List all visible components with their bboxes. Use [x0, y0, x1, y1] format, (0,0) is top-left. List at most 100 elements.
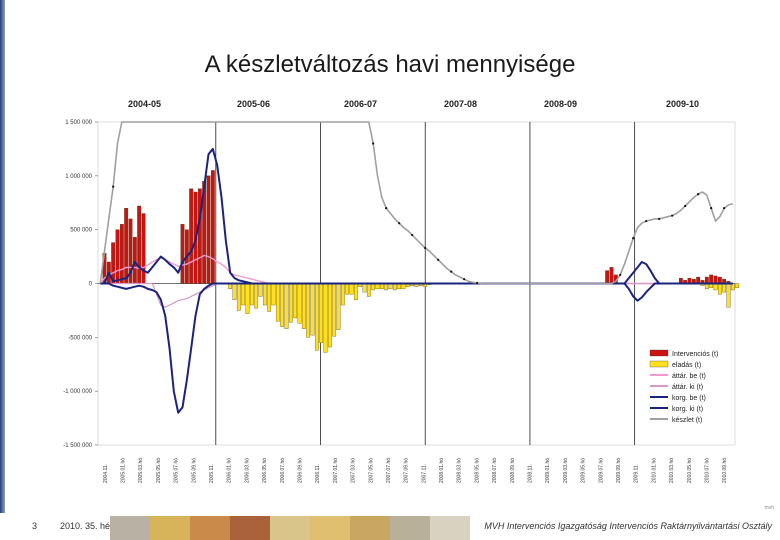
slide-edge-bar — [0, 0, 5, 540]
x-tick-label: 2008.11. — [528, 464, 534, 483]
sale-bar — [722, 283, 727, 293]
x-tick-label: 2005.09.hó — [191, 458, 197, 483]
intake-bar — [132, 237, 137, 284]
sale-bar — [271, 283, 276, 306]
x-tick-label: 2004.11. — [103, 464, 109, 483]
stock-point — [632, 237, 635, 240]
intake-bar — [206, 175, 211, 284]
legend-label: Intervenciós (t) — [672, 351, 718, 358]
x-tick-label: 2005.11. — [209, 464, 215, 483]
x-tick-label: 2009.03.hó — [563, 458, 569, 483]
y-tick-label: -500 000 — [68, 335, 92, 341]
x-tick-label: 2010.03.hó — [669, 458, 675, 483]
sale-bar — [327, 283, 332, 348]
sale-bar — [366, 283, 371, 297]
intake-bar — [197, 188, 202, 284]
y-tick-label: -1 000 000 — [63, 389, 92, 395]
sale-bar — [245, 283, 250, 314]
period-label: 2004-05 — [128, 99, 162, 109]
y-tick-label: 500 000 — [70, 228, 92, 234]
intake-bar — [210, 170, 215, 284]
x-tick-label: 2007.11. — [421, 464, 427, 483]
x-tick-label: 2005.07.hó — [174, 458, 180, 483]
sale-bar — [349, 283, 354, 295]
sale-bar — [362, 283, 367, 293]
intake-bar — [609, 267, 614, 284]
stock-point — [723, 207, 726, 210]
sale-bar — [314, 283, 319, 351]
x-tick-label: 2006.11. — [315, 464, 321, 483]
x-tick-label: 2008.09.hó — [510, 458, 516, 483]
x-tick-label: 2007.03.hó — [351, 458, 357, 483]
trade-out-line — [100, 282, 733, 414]
sale-bar — [717, 283, 722, 295]
y-tick-label: 1 000 000 — [65, 174, 92, 180]
sale-bar — [249, 283, 254, 306]
sale-bar — [730, 283, 735, 291]
intake-bar — [713, 275, 718, 284]
intake-bar — [605, 270, 610, 284]
grain-photo-strip — [110, 516, 470, 540]
sale-bar — [306, 283, 311, 338]
legend-label: áttár. ki (t) — [672, 384, 703, 391]
sale-bar — [735, 283, 740, 288]
x-tick-label: 2005.01.hó — [121, 458, 127, 483]
stock-point — [372, 142, 375, 145]
x-tick-label: 2009.11. — [634, 464, 640, 483]
stock-point — [658, 217, 661, 220]
intake-bar — [137, 205, 142, 284]
sale-bar — [726, 283, 731, 308]
stock-point — [424, 246, 427, 250]
sale-bar — [323, 283, 328, 353]
intake-bar — [124, 207, 129, 284]
legend-label: készlet (t) — [672, 417, 702, 424]
sale-bar — [267, 283, 272, 312]
stock-point — [619, 273, 622, 276]
sale-bar — [284, 283, 289, 329]
y-tick-label: 1 500 000 — [65, 120, 92, 126]
x-tick-label: 2010.07.hó — [704, 458, 710, 483]
sale-bar — [232, 283, 237, 300]
sale-bar — [254, 283, 259, 309]
x-tick-label: 2008.05.hó — [474, 458, 480, 483]
period-label: 2009-10 — [666, 99, 700, 109]
x-tick-label: 2007.07.hó — [386, 458, 392, 483]
x-tick-label: 2009.05.hó — [581, 458, 587, 483]
intake-bar — [141, 213, 146, 284]
sale-bar — [241, 283, 246, 306]
stock-point — [645, 219, 648, 223]
x-tick-label: 2006.01.hó — [227, 458, 233, 483]
chart-title: A készletváltozás havi mennyisége — [204, 51, 576, 78]
x-tick-label: 2010.09.hó — [722, 458, 728, 483]
x-tick-label: 2010.05.hó — [687, 458, 693, 483]
stock-point — [411, 233, 414, 237]
period-label: 2007-08 — [444, 99, 478, 109]
sale-bar — [353, 283, 358, 300]
intake-bar — [115, 229, 120, 284]
sale-bar — [297, 283, 302, 324]
sale-bar — [288, 283, 293, 323]
intake-bar — [189, 188, 194, 284]
x-tick-label: 2008.07.hó — [492, 458, 498, 483]
period-label: 2006-07 — [344, 99, 378, 109]
stock-line — [99, 121, 733, 285]
badge-text: mvh — [764, 505, 774, 511]
page-number: 3 — [32, 521, 38, 531]
x-tick-label: 2009.07.hó — [598, 458, 604, 483]
x-tick-label: 2008.03.hó — [457, 458, 463, 483]
x-tick-label: 2007.09.hó — [404, 458, 410, 483]
x-tick-label: 2010.01.hó — [651, 458, 657, 483]
sale-bar — [336, 283, 341, 330]
stock-point — [710, 207, 713, 210]
footer-organization: MVH Intervenciós Igazgatóság Intervenció… — [484, 521, 772, 531]
intake-bar — [709, 274, 714, 284]
x-tick-label: 2009.09.hó — [616, 458, 622, 483]
footer-week: 2010. 35. hét — [60, 521, 113, 531]
stock-point — [450, 270, 453, 273]
stock-point — [671, 214, 674, 217]
x-tick-label: 2009.01.hó — [545, 458, 551, 483]
chart-canvas: -1 500 000 -1 000 000 -500 000 0 500 000 1 00… — [63, 120, 740, 483]
x-tick-label: 2007.05.hó — [368, 458, 374, 483]
legend-label: áttár. be (t) — [672, 373, 706, 380]
legend-swatch — [649, 349, 669, 357]
